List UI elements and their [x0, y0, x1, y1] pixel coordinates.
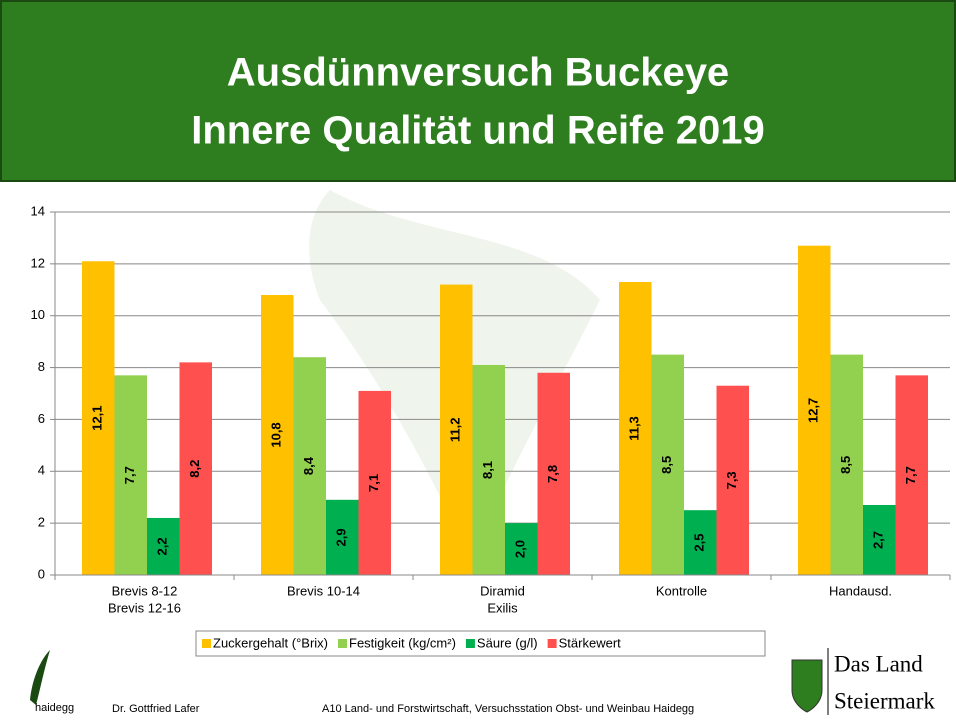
title-line: Ausdünnversuch Buckeye: [227, 51, 729, 95]
value-label: 8,5: [838, 456, 853, 474]
legend-label: Zuckergehalt (°Brix): [213, 635, 328, 650]
legend-swatch: [548, 639, 557, 648]
value-label: 7,7: [122, 466, 137, 484]
y-tick-label: 4: [38, 463, 45, 478]
value-label: 7,7: [903, 466, 918, 484]
x-tick-label: Handausd.: [829, 583, 892, 598]
legend-swatch: [338, 639, 347, 648]
legend-label: Säure (g/l): [477, 635, 538, 650]
x-tick-label: Brevis 12-16: [108, 600, 181, 615]
value-label: 12,7: [806, 398, 821, 423]
value-label: 2,5: [692, 534, 707, 552]
logo-leaf: [30, 650, 50, 705]
value-label: 2,7: [871, 531, 886, 549]
institution: A10 Land- und Forstwirtschaft, Versuchss…: [322, 703, 694, 715]
slide: Ausdünnversuch Buckeye Innere Qualität u…: [0, 0, 956, 720]
y-tick-label: 0: [38, 566, 45, 581]
legend: Zuckergehalt (°Brix) Festigkeit (kg/cm²) S…: [196, 631, 765, 656]
y-tick-label: 6: [38, 411, 45, 426]
brand-line: Steiermark: [834, 688, 935, 713]
x-tick-label: Diramid: [480, 583, 525, 598]
value-label: 8,1: [480, 461, 495, 479]
x-tick-label: Brevis 8-12: [112, 583, 178, 598]
title-line: Innere Qualität und Reife 2019: [191, 109, 765, 153]
y-tick-label: 10: [31, 307, 45, 322]
y-tick-label: 8: [38, 359, 45, 374]
value-label: 8,2: [187, 460, 202, 478]
value-label: 10,8: [269, 422, 284, 447]
value-label: 2,0: [513, 540, 528, 558]
value-label: 8,5: [659, 456, 674, 474]
y-tick-label: 2: [38, 515, 45, 530]
brand-line: Das Land: [834, 651, 923, 676]
author: Dr. Gottfried Lafer: [112, 703, 200, 715]
value-label: 7,8: [545, 465, 560, 483]
value-label: 7,3: [724, 471, 739, 489]
y-tick-label: 14: [31, 203, 45, 218]
value-label: 11,2: [448, 418, 463, 443]
value-label: 8,4: [301, 456, 316, 475]
x-tick-label: Exilis: [487, 600, 518, 615]
x-tick-label: Brevis 10-14: [287, 583, 360, 598]
legend-swatch: [202, 639, 211, 648]
legend-swatch: [466, 639, 475, 648]
y-tick-label: 12: [31, 255, 45, 270]
legend-label: Festigkeit (kg/cm²): [349, 635, 456, 650]
value-label: 12,1: [90, 405, 105, 430]
logo-text: haidegg: [35, 702, 74, 714]
coat-of-arms: [792, 660, 822, 712]
value-label: 11,3: [627, 416, 642, 441]
legend-label: Stärkewert: [559, 635, 622, 650]
value-label: 2,9: [334, 528, 349, 546]
value-label: 7,1: [366, 474, 381, 492]
value-label: 2,2: [155, 537, 170, 555]
x-tick-label: Kontrolle: [656, 583, 707, 598]
